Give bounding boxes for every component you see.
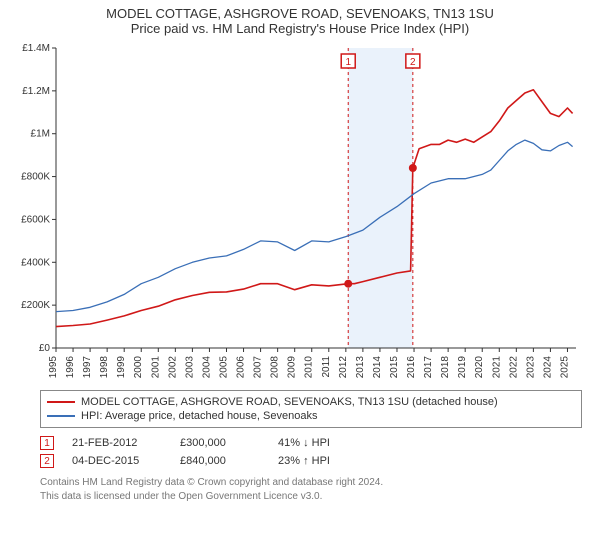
- svg-text:2007: 2007: [253, 356, 264, 379]
- legend-row: MODEL COTTAGE, ASHGROVE ROAD, SEVENOAKS,…: [47, 395, 575, 409]
- legend-swatch: [47, 401, 75, 403]
- svg-text:2005: 2005: [218, 356, 229, 379]
- svg-text:2017: 2017: [423, 356, 434, 379]
- sale-price: £300,000: [180, 437, 260, 449]
- sales-row: 2 04-DEC-2015 £840,000 23% ↑ HPI: [40, 452, 582, 470]
- svg-text:1997: 1997: [82, 356, 93, 379]
- svg-text:£400K: £400K: [21, 257, 50, 268]
- svg-text:2018: 2018: [440, 356, 451, 379]
- svg-text:2012: 2012: [338, 356, 349, 379]
- chart-area: £0 £200K £400K £600K £800K £1M £1.2M £1.4M 1995 1…: [12, 42, 588, 382]
- legend-label: MODEL COTTAGE, ASHGROVE ROAD, SEVENOAKS,…: [81, 396, 498, 408]
- sale-delta: 23% ↑ HPI: [278, 455, 368, 467]
- chart-title-block: MODEL COTTAGE, ASHGROVE ROAD, SEVENOAKS,…: [0, 0, 600, 38]
- svg-text:2002: 2002: [167, 356, 178, 379]
- sales-row: 1 21-FEB-2012 £300,000 41% ↓ HPI: [40, 434, 582, 452]
- sale-marker-box: 2: [40, 454, 54, 468]
- legend-label: HPI: Average price, detached house, Seve…: [81, 410, 317, 422]
- sale-date: 21-FEB-2012: [72, 437, 162, 449]
- svg-text:2009: 2009: [287, 356, 298, 379]
- footer-line1: Contains HM Land Registry data © Crown c…: [40, 476, 582, 490]
- svg-text:£800K: £800K: [21, 172, 50, 183]
- svg-text:£1M: £1M: [31, 129, 50, 140]
- svg-text:2014: 2014: [372, 356, 383, 379]
- legend: MODEL COTTAGE, ASHGROVE ROAD, SEVENOAKS,…: [40, 390, 582, 428]
- footer-line2: This data is licensed under the Open Gov…: [40, 490, 582, 504]
- chart-title-line1: MODEL COTTAGE, ASHGROVE ROAD, SEVENOAKS,…: [0, 6, 600, 21]
- legend-row: HPI: Average price, detached house, Seve…: [47, 409, 575, 423]
- svg-text:1999: 1999: [116, 356, 127, 379]
- svg-text:£600K: £600K: [21, 214, 50, 225]
- svg-text:2003: 2003: [184, 356, 195, 379]
- svg-text:2019: 2019: [457, 356, 468, 379]
- svg-text:2021: 2021: [491, 356, 502, 379]
- sale-marker-box: 1: [40, 436, 54, 450]
- footer: Contains HM Land Registry data © Crown c…: [40, 476, 582, 503]
- svg-text:2024: 2024: [542, 356, 553, 379]
- svg-text:1: 1: [345, 57, 351, 68]
- svg-text:2: 2: [410, 57, 416, 68]
- svg-text:1995: 1995: [48, 356, 59, 379]
- sale-date: 04-DEC-2015: [72, 455, 162, 467]
- svg-text:2011: 2011: [321, 356, 332, 378]
- svg-text:2006: 2006: [236, 356, 247, 379]
- svg-text:2023: 2023: [525, 356, 536, 379]
- svg-text:£200K: £200K: [21, 300, 50, 311]
- svg-text:2025: 2025: [559, 356, 570, 379]
- svg-text:£0: £0: [39, 343, 51, 354]
- legend-swatch: [47, 415, 75, 417]
- svg-text:2001: 2001: [150, 356, 161, 379]
- chart-title-line2: Price paid vs. HM Land Registry's House …: [0, 21, 600, 36]
- svg-text:£1.4M: £1.4M: [22, 43, 50, 54]
- svg-text:£1.2M: £1.2M: [22, 86, 50, 97]
- sales-table: 1 21-FEB-2012 £300,000 41% ↓ HPI 2 04-DEC-201…: [40, 434, 582, 470]
- svg-text:2022: 2022: [508, 356, 519, 379]
- svg-text:2020: 2020: [474, 356, 485, 379]
- svg-text:2004: 2004: [201, 356, 212, 379]
- svg-text:2000: 2000: [133, 356, 144, 379]
- chart-svg: £0 £200K £400K £600K £800K £1M £1.2M £1.4M 1995 1…: [12, 42, 588, 382]
- svg-text:2010: 2010: [304, 356, 315, 379]
- sale-delta: 41% ↓ HPI: [278, 437, 368, 449]
- svg-text:2008: 2008: [270, 356, 281, 379]
- svg-text:2016: 2016: [406, 356, 417, 379]
- svg-text:2013: 2013: [355, 356, 366, 379]
- svg-text:1998: 1998: [99, 356, 110, 379]
- svg-text:2015: 2015: [389, 356, 400, 379]
- sale-price: £840,000: [180, 455, 260, 467]
- svg-text:1996: 1996: [65, 356, 76, 379]
